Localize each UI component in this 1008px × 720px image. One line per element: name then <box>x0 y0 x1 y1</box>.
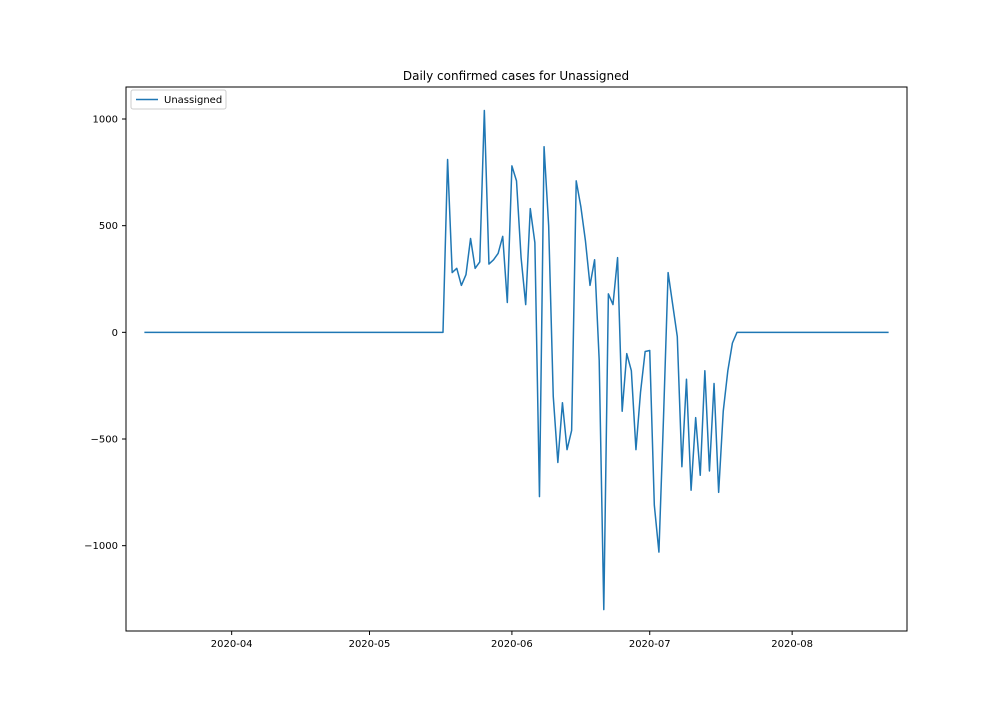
y-tick-label: 500 <box>99 221 118 232</box>
axes-frame <box>125 86 908 632</box>
x-tick-label: 2020-04 <box>211 639 253 650</box>
x-tick-label: 2020-05 <box>349 639 391 650</box>
legend: Unassigned <box>130 89 227 110</box>
y-tick-label: −500 <box>91 435 118 446</box>
x-tick-label: 2020-06 <box>491 639 533 650</box>
series-line-unassigned <box>144 109 889 611</box>
chart-title: Daily confirmed cases for Unassigned <box>403 69 629 83</box>
y-tick-label: 0 <box>112 328 118 339</box>
axes: 2020-04 2020-05 2020-06 2020-07 2020-08 1000 5… <box>84 86 908 650</box>
legend-entry-unassigned: Unassigned <box>164 95 222 106</box>
plot-area <box>144 109 889 611</box>
y-tick-label: 1000 <box>93 115 118 126</box>
x-tick-label: 2020-08 <box>771 639 813 650</box>
legend-box <box>130 89 227 110</box>
y-tick-label: −1000 <box>84 541 118 552</box>
x-tick-label: 2020-07 <box>629 639 671 650</box>
